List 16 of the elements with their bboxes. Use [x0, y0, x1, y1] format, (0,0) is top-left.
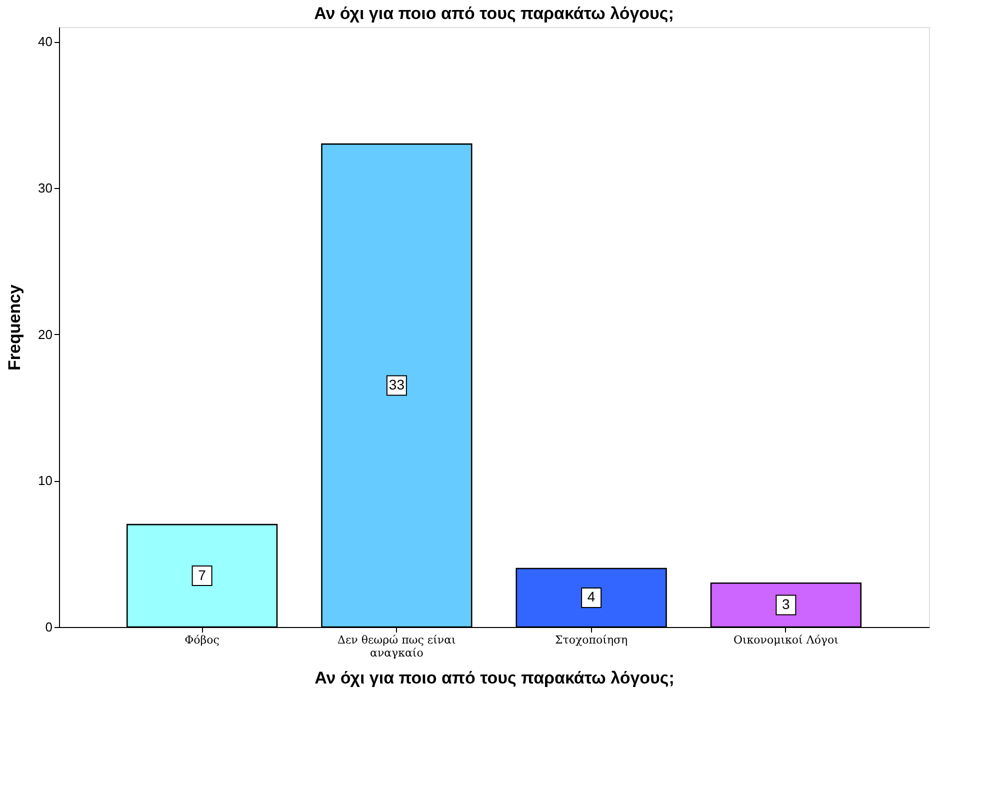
data-label: 7: [198, 566, 206, 583]
data-label: 4: [587, 588, 596, 605]
x-tick-label: Οικονομικοί Λόγοι: [733, 634, 838, 646]
x-axis-title: Αν όχι για ποιο από τους παρακάτω λόγους;: [314, 668, 674, 688]
y-axis-title: Frequency: [5, 284, 24, 370]
x-tick-label: Δεν θεωρώ πως είναι αναγκαίο: [338, 634, 456, 660]
x-tick-label: Φόβος: [184, 634, 220, 646]
data-label: 33: [388, 376, 405, 393]
y-tick-label: 0: [45, 620, 52, 634]
chart-title: Αν όχι για ποιο από τους παρακάτω λόγους;: [314, 4, 674, 23]
y-tick-label: 40: [38, 34, 52, 50]
x-tick-label: Στοχοποίηση: [554, 634, 628, 646]
y-tick-label: 20: [38, 326, 52, 342]
y-tick-label: 30: [38, 180, 52, 196]
data-label: 3: [782, 596, 790, 612]
y-tick-label: 10: [38, 473, 52, 488]
